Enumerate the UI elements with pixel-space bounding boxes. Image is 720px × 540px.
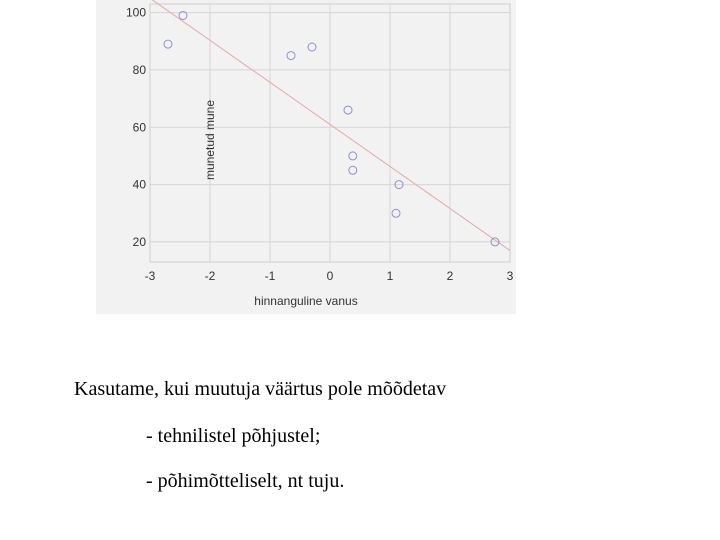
bullet-principle: - põhimõtteliselt, nt tuju. [146, 470, 345, 492]
bullet-technical: - tehnilistel põhjustel; [146, 425, 321, 447]
regression-line [151, 0, 511, 251]
y-tick-label: 100 [126, 6, 146, 20]
y-tick-label: 80 [133, 63, 147, 77]
x-tick-label: 1 [387, 269, 394, 283]
data-point [178, 10, 188, 20]
y-tick-label: 60 [133, 120, 147, 134]
x-tick-label: -2 [205, 269, 216, 283]
y-tick-label: 40 [133, 178, 147, 192]
plot-frame [149, 3, 511, 263]
x-tick-label: 0 [327, 269, 334, 283]
x-tick-labels: -3 -2 -1 0 1 2 3 [145, 269, 514, 283]
x-axis-title: hinnanguline vanus [254, 294, 357, 308]
y-tick-label: 20 [133, 235, 147, 249]
x-tick-label: 2 [447, 269, 454, 283]
x-tick-label: -1 [265, 269, 276, 283]
data-point [391, 208, 401, 218]
intro-line: Kasutame, kui muutuja väärtus pole mõõde… [74, 378, 447, 400]
data-point [348, 165, 358, 175]
chart-panel: -3 -2 -1 0 1 2 3 20 40 60 80 100 hinnanguline vanu… [96, 0, 516, 314]
y-tick-labels: 20 40 60 80 100 [126, 6, 146, 249]
grid [149, 4, 511, 262]
data-point [348, 151, 358, 161]
y-axis-title: munetud mune [203, 100, 217, 180]
data-point [490, 237, 500, 247]
data-point [343, 105, 353, 115]
fit-line-layer [151, 0, 511, 251]
points-layer [163, 10, 500, 247]
scatter-chart: -3 -2 -1 0 1 2 3 20 40 60 80 100 hinnanguline vanu… [126, 0, 514, 308]
x-tick-label: -3 [145, 269, 156, 283]
data-point [286, 51, 296, 61]
data-point [163, 39, 173, 49]
data-point [394, 180, 404, 190]
x-tick-label: 3 [507, 269, 514, 283]
data-point [307, 42, 317, 52]
